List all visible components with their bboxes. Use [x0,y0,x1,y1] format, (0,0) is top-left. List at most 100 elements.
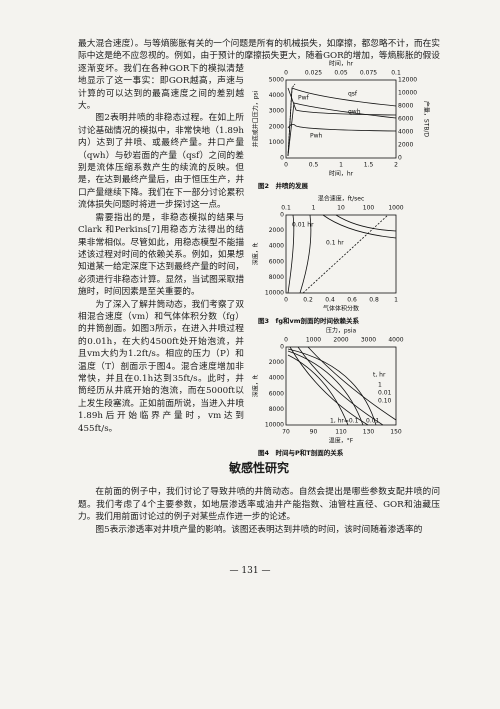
curve-label: t, hr [373,372,386,379]
tick-label: 0 [280,212,284,219]
curve [322,214,397,239]
curve [289,346,369,426]
tick-label: 2 [394,162,398,169]
curve-label: 0.01 [366,418,380,425]
curve [335,214,397,232]
curve-label: 1 [378,382,382,389]
plot-frame [285,79,397,159]
page-number: — 131 — [229,566,271,576]
paragraph: 最大混合速度）。与等熵膨胀有关的一个问题是所有的机械损失，如摩擦，都忽略不计，而… [78,39,440,112]
tick-label: 110 [335,429,347,436]
tick-label: 0.6 [347,297,357,304]
tick-label: 1 [312,205,316,212]
axis-label: 产量，STB/D [423,101,431,138]
tick-label: 1000 [306,337,321,344]
tick-label: 0.4 [325,297,335,304]
tick-label: 0.025 [305,70,322,77]
tick-label: 2000 [333,337,348,344]
tick-label: 0.075 [360,70,377,77]
tick-label: 12000 [398,77,417,84]
tick-label: 90 [310,429,318,436]
paragraph: 在前面的例子中，我们讨论了导致井喷的井筒动态。自然会提出是哪些参数支配井喷的问题… [78,487,440,523]
tick-label: 10 [337,205,345,212]
axis-label: 时间，hr [329,170,354,178]
tick-label: 6000 [398,116,413,123]
curve-label: Pwh [310,133,323,140]
figure: 时间，hr 0 0.025 0.05 0.075 0.1 0 0.5 1 1.5 2 5000 4000… [252,60,431,191]
curve [287,83,296,157]
tick-label: 1 [394,297,398,304]
tick-label: 70 [282,429,290,436]
tick-label: 2000 [269,227,284,234]
curve-label: Pwf [298,95,310,102]
curve [287,124,397,132]
text-body: 最大混合速度）。与等熵膨胀有关的一个问题是所有的机械损失，如摩擦，都忽略不计，而… [78,38,440,536]
axis-label: 深度，ft [252,374,260,397]
tick-label: 2000 [398,142,413,149]
curve [302,214,389,294]
figure-caption: 图2 井喷的发展 [258,181,309,190]
axis-label: 气体体积分数 [323,305,359,313]
tick-label: 8000 [269,274,284,281]
curve-label: 0.1 hr [326,240,344,247]
curve [287,102,397,157]
axis-label: 时间，hr [329,60,354,68]
curve-label: 0.10 [378,398,392,405]
tick-label: 4000 [269,92,284,99]
tick-label: 1.5 [364,162,374,169]
axis-label: 压力，psia [326,327,357,335]
tick-label: 0 [398,155,402,162]
tick-label: 1000 [388,205,403,212]
tick-label: 0 [284,70,288,77]
curve [287,87,397,157]
tick-label: 6000 [269,258,284,265]
curve [299,214,312,294]
tick-label: 4000 [269,243,284,250]
axis-label: 深度，ft [252,242,260,265]
tick-label: 0 [280,155,284,162]
tick-label: 0.05 [334,70,348,77]
axis-label: 混合速度，ft/sec [318,195,365,203]
tick-label: 0 [284,162,288,169]
tick-label: 8000 [269,406,284,413]
curve [287,348,377,426]
tick-label: 0.5 [309,162,319,169]
curve [287,214,295,294]
curve-label: 1, hr=0.1 [330,418,359,425]
tick-label: 4000 [388,337,403,344]
tick-label: 0 [284,297,288,304]
curve-label: qsf [348,91,358,98]
paragraph: 图5表示渗透率对井喷产量的影响。该图还表明达到井喷的时间，该时间随着渗透率的 [95,524,423,535]
tick-label: 4000 [398,129,413,136]
figure-caption: 图4 时间与P和T剖面的关系 [258,448,344,457]
axis-label: 温度，°F [329,437,354,445]
curve [287,354,349,426]
tick-label: 5000 [269,77,284,84]
tick-label: 3000 [269,108,284,115]
plot-frame [285,214,397,294]
tick-label: 6000 [269,390,284,397]
tick-label: 10000 [265,422,284,429]
tick-label: 2000 [269,123,284,130]
tick-label: 0 [284,337,288,344]
curve-label: qwh [348,109,361,116]
figure-caption: 图3 fg和vm剖面的时间依赖关系 [258,316,360,325]
axis-label: 井底或井口压力，psi [252,90,260,147]
paragraph: 为了深入了解井筒动态，我们考察了双相混合速度（vm）和气体体积分数（fg）的井筒… [78,299,244,434]
plot-frame [285,346,397,426]
tick-label: 150 [390,429,402,436]
section-heading: 敏感性研究 [228,461,289,475]
curve-label: 0.01 hr [292,222,314,229]
tick-label: 130 [363,429,375,436]
curve-label: 0.01 [378,390,392,397]
curve [297,346,384,426]
tick-label: 0.8 [369,297,379,304]
tick-label: 4000 [269,375,284,382]
tick-label: 0.2 [303,297,313,304]
tick-label: 1 [339,162,343,169]
tick-label: 100 [363,205,375,212]
tick-label: 8000 [398,103,413,110]
figure: 压力，psia 0 1000 2000 3000 4000 70 90 110 130 150 0 20… [252,327,404,458]
